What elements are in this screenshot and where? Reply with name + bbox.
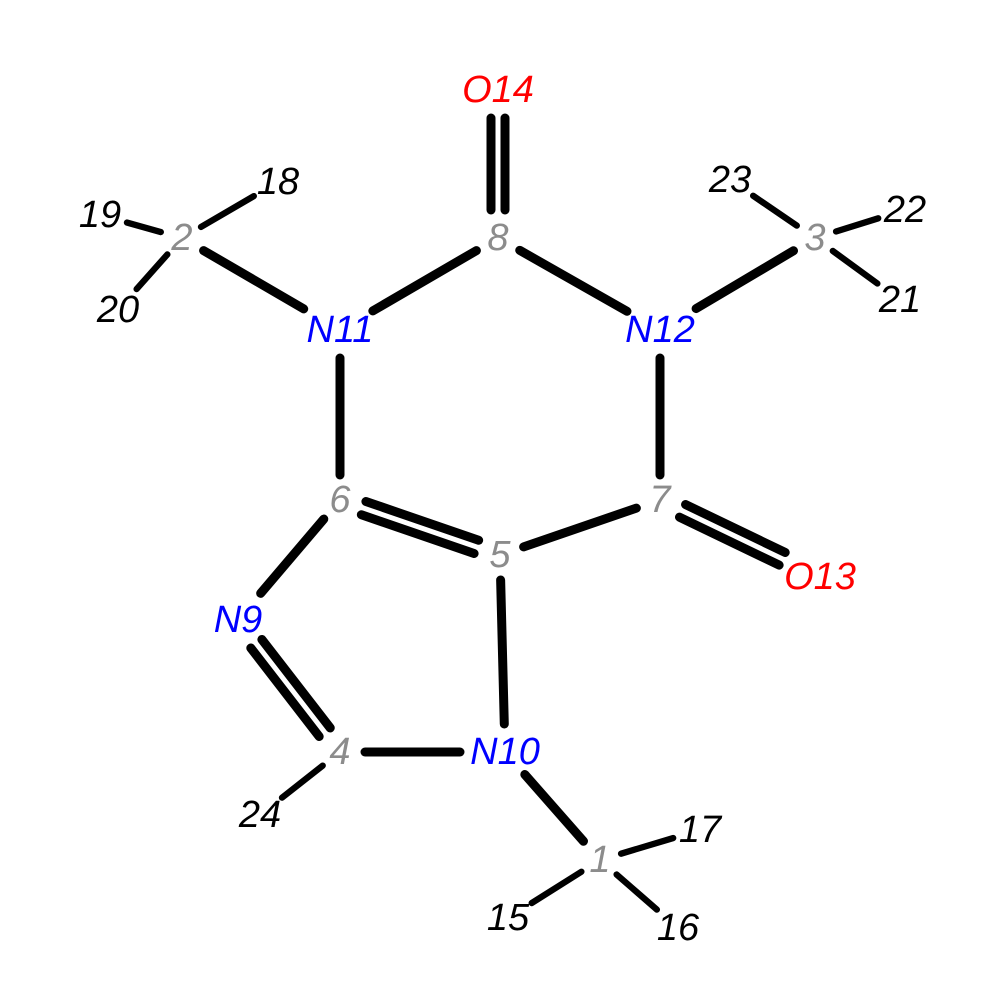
bond-line bbox=[753, 196, 797, 226]
bond-line bbox=[520, 250, 627, 311]
atom-label-H15: 15 bbox=[487, 897, 530, 939]
bond-line bbox=[282, 766, 323, 798]
molecule-diagram: 12345678N9N10N11N12O13O14151617181920212… bbox=[0, 0, 1000, 1000]
atom-label-O13: O13 bbox=[784, 556, 856, 598]
atom-label-H19: 19 bbox=[79, 194, 121, 236]
bond-line bbox=[501, 580, 505, 724]
bond-line bbox=[532, 872, 582, 903]
bond-line bbox=[262, 639, 330, 727]
atom-label-N11: N11 bbox=[307, 309, 374, 351]
atom-label-N9: N9 bbox=[214, 599, 263, 641]
atom-label-C5: 5 bbox=[489, 534, 511, 576]
atom-label-H21: 21 bbox=[878, 279, 921, 321]
atom-label-H23: 23 bbox=[708, 159, 751, 201]
atom-label-C7: 7 bbox=[649, 479, 672, 521]
atom-label-N12: N12 bbox=[625, 309, 695, 351]
atom-label-H22: 22 bbox=[883, 189, 926, 231]
atom-label-C4: 4 bbox=[329, 731, 350, 773]
bond-line bbox=[204, 251, 304, 309]
atom-label-C2: 2 bbox=[170, 217, 192, 259]
bond-line bbox=[833, 251, 878, 284]
atom-label-O14: O14 bbox=[462, 69, 534, 111]
atom-label-H17: 17 bbox=[679, 809, 723, 851]
atom-label-C6: 6 bbox=[329, 479, 351, 521]
bond-line bbox=[373, 251, 477, 311]
bond-line bbox=[201, 196, 254, 227]
bond-line bbox=[696, 251, 793, 309]
atom-label-C3: 3 bbox=[804, 217, 825, 259]
atom-label-H18: 18 bbox=[257, 161, 299, 203]
atom-label-C8: 8 bbox=[487, 217, 508, 259]
bond-line bbox=[261, 519, 324, 593]
atom-label-C1: 1 bbox=[589, 839, 610, 881]
bond-line bbox=[127, 223, 161, 232]
bond-line bbox=[617, 874, 657, 909]
atom-label-N10: N10 bbox=[470, 731, 540, 773]
bond-line bbox=[524, 508, 637, 547]
atom-label-H16: 16 bbox=[657, 907, 700, 949]
bond-line bbox=[836, 218, 878, 231]
bond-line bbox=[621, 838, 673, 854]
atom-label-H24: 24 bbox=[238, 794, 281, 836]
bond-line bbox=[525, 775, 584, 842]
bond-line bbox=[251, 648, 319, 736]
atom-label-H20: 20 bbox=[96, 289, 139, 331]
bond-line bbox=[137, 254, 168, 289]
